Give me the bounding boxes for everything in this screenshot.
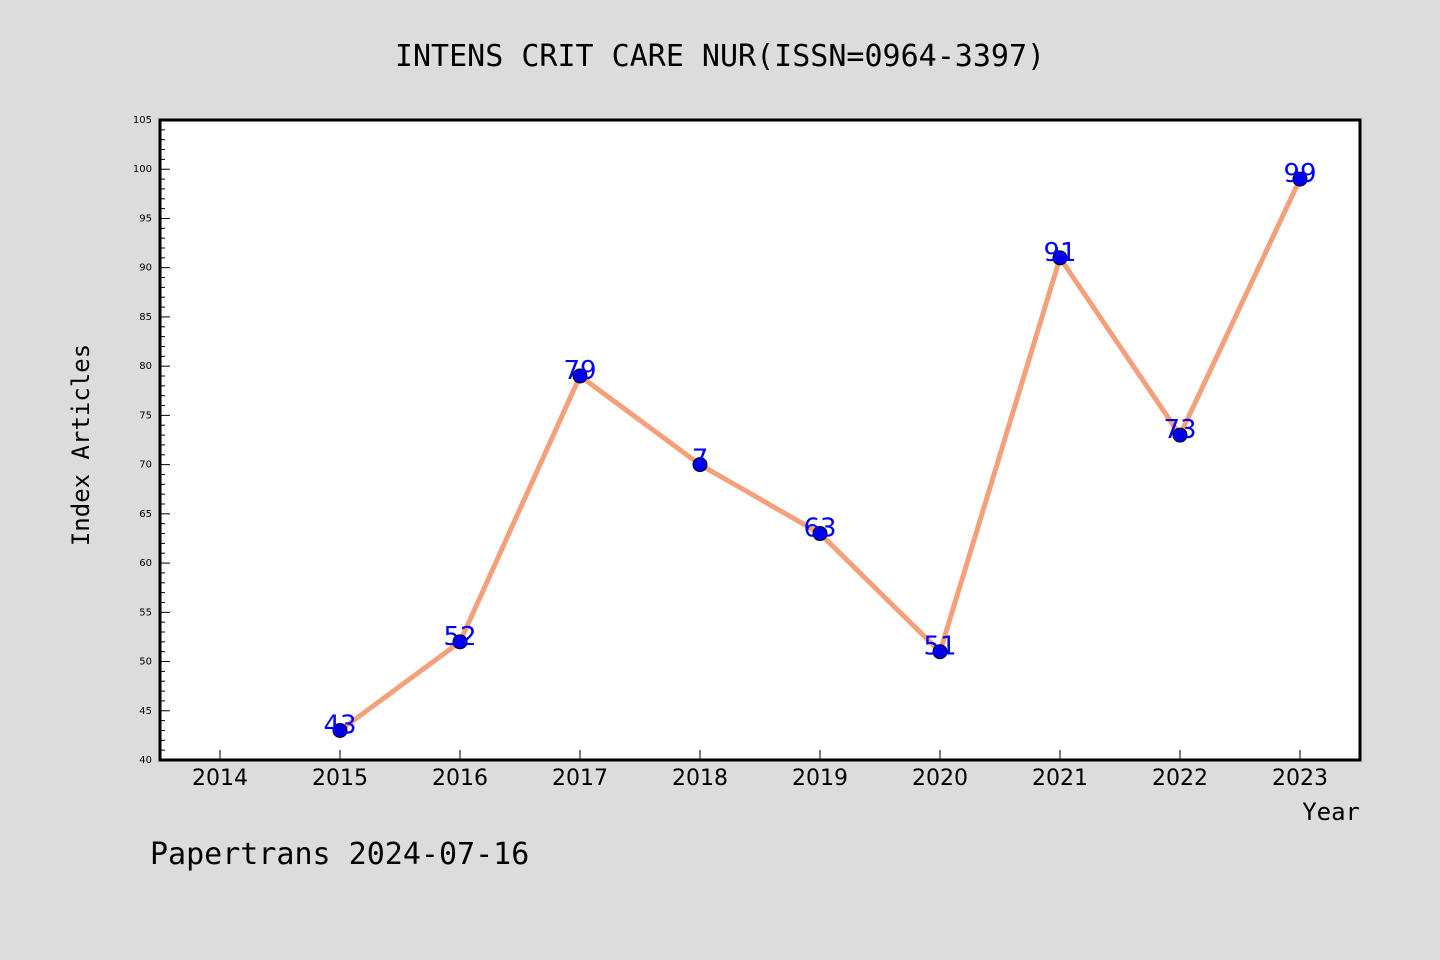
x-tick-label: 2019 [792, 766, 848, 791]
y-tick-label: 90 [139, 263, 152, 274]
x-tick-label: 2022 [1152, 766, 1208, 791]
data-point-marker [1292, 171, 1308, 187]
data-point-marker [1172, 427, 1188, 443]
data-point-label: 99 [1283, 159, 1316, 189]
data-point-marker [332, 722, 348, 738]
data-point-label: 73 [1163, 415, 1196, 445]
x-tick-label: 2015 [312, 766, 368, 791]
data-point-label: 43 [323, 710, 356, 740]
x-tick-label: 2021 [1032, 766, 1088, 791]
data-point-marker [452, 634, 468, 650]
y-tick-label: 60 [139, 558, 152, 569]
x-tick-label: 2020 [912, 766, 968, 791]
y-tick-label: 80 [139, 361, 152, 372]
x-tick-label: 2018 [672, 766, 728, 791]
footer-text: Papertrans 2024-07-16 [150, 837, 529, 872]
y-tick-label: 65 [139, 509, 152, 520]
plot-frame [158, 118, 1362, 762]
series-markers [332, 171, 1308, 738]
x-tick-label: 2014 [192, 766, 248, 791]
y-tick-label: 70 [139, 460, 152, 471]
chart-title: INTENS CRIT CARE NUR(ISSN=0964-3397) [395, 39, 1045, 74]
y-tick-label: 105 [133, 115, 152, 126]
y-tick-label: 45 [139, 706, 152, 717]
data-point-label: 91 [1043, 238, 1076, 268]
data-point-label: 63 [803, 514, 836, 544]
y-tick-label: 95 [139, 213, 152, 224]
data-point-label: 52 [443, 622, 476, 652]
x-tick-label: 2016 [432, 766, 488, 791]
y-tick-label: 50 [139, 657, 152, 668]
data-point-label: 7 [692, 445, 709, 475]
plot-area [160, 120, 1360, 760]
y-tick-label: 40 [139, 755, 152, 766]
data-point-marker [812, 526, 828, 542]
y-tick-label: 75 [139, 410, 152, 421]
y-axis-label: Index Articles [67, 344, 95, 546]
y-tick-label: 55 [139, 607, 152, 618]
x-axis-label: Year [1302, 798, 1360, 826]
data-point-label: 79 [563, 356, 596, 386]
data-point-label: 51 [923, 632, 956, 662]
data-labels: 43 52 79 7 63 51 91 73 99 [323, 159, 1316, 740]
y-tick-label: 85 [139, 312, 152, 323]
x-axis: 2014 2015 2016 2017 2018 2019 2020 2021 2022 2023 [192, 750, 1328, 791]
x-tick-label: 2023 [1272, 766, 1328, 791]
data-point-marker [1052, 250, 1068, 266]
data-point-marker [572, 368, 588, 384]
data-point-marker [692, 457, 708, 473]
x-tick-label: 2017 [552, 766, 608, 791]
y-tick-label: 100 [133, 164, 152, 175]
data-point-marker [932, 644, 948, 660]
